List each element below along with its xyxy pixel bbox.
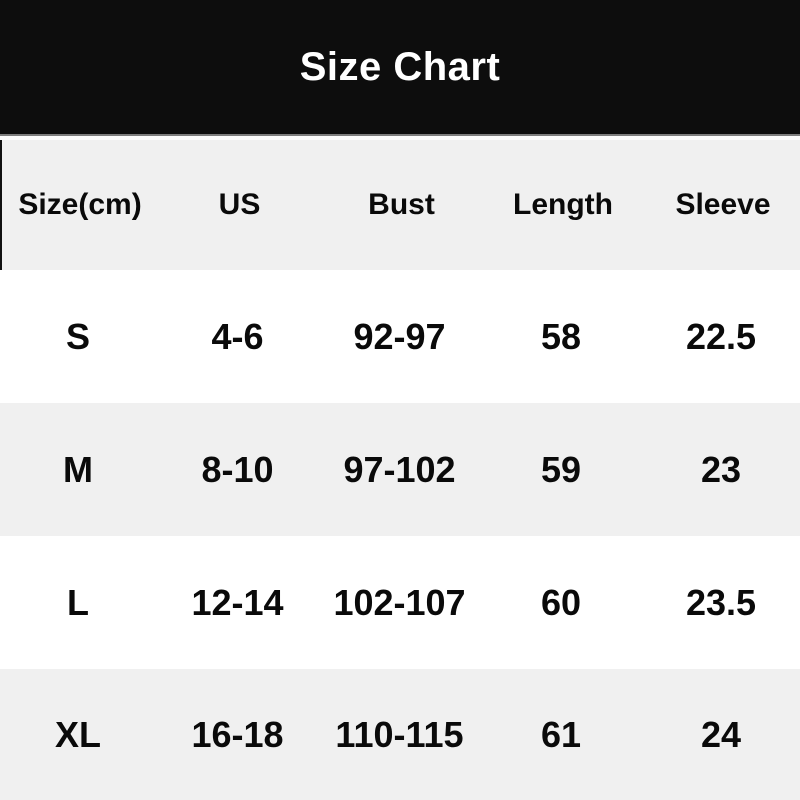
cell-xl-sleeve: 24 (700, 713, 742, 755)
table-row-xl: XL 16-18 110-115 61 24 (0, 669, 800, 800)
banner-divider-dark (0, 134, 800, 136)
banner-divider-light (0, 136, 800, 140)
column-header-sleeve: Sleeve (675, 188, 771, 221)
cell-s-sleeve: 22.5 (685, 315, 757, 357)
cell-m-sleeve: 23 (700, 448, 742, 490)
cell-xl-us: 16-18 (191, 713, 284, 755)
column-header-bust: Bust (368, 188, 435, 221)
cell-l-size: L (67, 581, 89, 623)
cell-m-length: 59 (540, 448, 582, 490)
cell-xl-bust: 110-115 (335, 713, 464, 755)
table-header-row: Size(cm) US Bust Length Sleeve (0, 140, 800, 270)
cell-s-us: 4-6 (211, 315, 264, 357)
cell-l-length: 60 (540, 581, 582, 623)
cell-m-bust: 97-102 (343, 448, 456, 490)
cell-l-sleeve: 23.5 (685, 581, 757, 623)
column-header-us: US (218, 188, 261, 221)
cell-s-length: 58 (540, 315, 582, 357)
cell-s-bust: 92-97 (353, 315, 446, 357)
cell-xl-size: XL (54, 713, 101, 755)
cell-m-size: M (63, 448, 93, 490)
cell-s-size: S (65, 315, 90, 357)
page-title: Size Chart (299, 44, 501, 89)
cell-l-bust: 102-107 (333, 581, 466, 623)
table-row-m: M 8-10 97-102 59 23 (0, 403, 800, 536)
column-header-length: Length (513, 188, 613, 221)
table-row-l: L 12-14 102-107 60 23.5 (0, 536, 800, 669)
cell-l-us: 12-14 (191, 581, 284, 623)
cell-m-us: 8-10 (201, 448, 274, 490)
cell-xl-length: 61 (540, 713, 582, 755)
size-chart-banner: Size Chart (0, 0, 800, 134)
table-row-s: S 4-6 92-97 58 22.5 (0, 270, 800, 403)
size-table: Size(cm) US Bust Length Sleeve S 4-6 92-… (0, 140, 800, 800)
column-header-size: Size(cm) (18, 188, 142, 221)
